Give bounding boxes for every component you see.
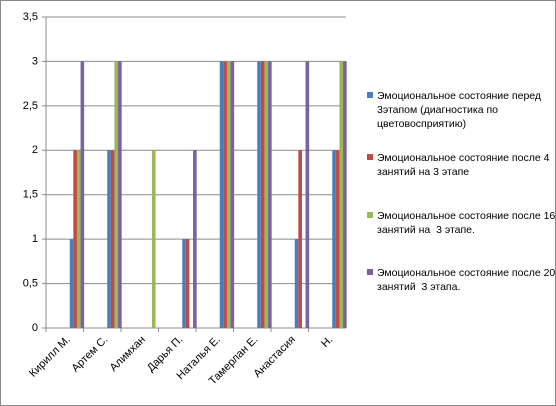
bar (185, 239, 190, 328)
x-tick-label: Н. (319, 334, 335, 350)
bar (80, 61, 85, 329)
bar (257, 61, 261, 329)
bar (73, 150, 77, 328)
legend-label: Эмоциональное состояние после 16 занятий… (377, 210, 556, 236)
bar (335, 150, 340, 328)
legend-item: Эмоциональное состояние после 16 занятий… (367, 209, 556, 237)
bar (114, 61, 119, 329)
legend-key (367, 212, 373, 218)
bar (264, 61, 269, 329)
y-tick-label: 0,5 (23, 277, 38, 289)
bar (305, 61, 310, 329)
y-tick-label: 3 (32, 55, 38, 67)
bar (107, 150, 111, 328)
y-tick-label: 3,5 (23, 11, 38, 23)
bar (151, 150, 156, 328)
x-tick-label: Артем С. (70, 334, 111, 375)
y-tick-label: 2,5 (23, 100, 38, 112)
bar (182, 239, 186, 328)
bar (110, 150, 115, 328)
legend-key (367, 269, 373, 275)
bar (69, 239, 74, 328)
bar (230, 61, 235, 329)
legend-item: Эмоциональное состояние перед 3этапом (д… (367, 89, 555, 131)
legend-label: Эмоциональное состояние перед 3этапом (д… (377, 90, 544, 130)
y-tick-label: 0 (32, 322, 38, 334)
bar (76, 150, 81, 328)
y-tick-label: 1,5 (23, 189, 38, 201)
bar (294, 239, 299, 328)
bar (226, 61, 231, 329)
legend-key (367, 154, 373, 160)
bar (260, 61, 265, 329)
bar (298, 150, 302, 328)
bar (223, 61, 227, 329)
bar (339, 61, 344, 329)
bar (268, 61, 272, 329)
x-tick-label: Кирилл М. (27, 334, 73, 380)
bar (193, 150, 197, 328)
legend-item: Эмоциональное состояние после 20 занятий… (367, 266, 556, 294)
legend-label: Эмоциональное состояние после 20 занятий… (377, 267, 556, 293)
bar (332, 150, 336, 328)
x-tick-label: Алимхан (108, 334, 148, 374)
bar (343, 61, 347, 329)
legend-key (367, 92, 373, 98)
bar (118, 61, 122, 329)
plot-area: 0 0,5 1 1,5 2 2,5 3 3,5 Кирилл М.Артем С.Алимхан… (23, 11, 347, 387)
legend-label: Эмоциональное состояние после 4 занятий … (377, 152, 553, 178)
bar (219, 61, 224, 329)
y-tick-label: 1 (32, 233, 38, 245)
legend-item: Эмоциональное состояние после 4 занятий … (367, 151, 555, 179)
y-tick-label: 2 (32, 144, 38, 156)
